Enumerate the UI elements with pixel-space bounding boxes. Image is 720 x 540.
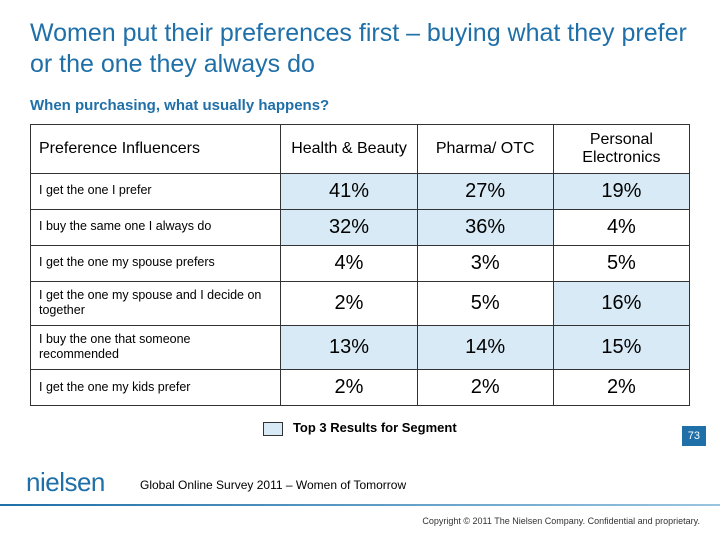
footer-divider (0, 504, 720, 506)
col-header-health-beauty: Health & Beauty (281, 124, 417, 173)
table-row: I get the one my spouse and I decide on … (31, 281, 690, 325)
page-title: Women put their preferences first – buyi… (30, 18, 690, 81)
cell: 41% (281, 173, 417, 209)
cell: 2% (281, 370, 417, 406)
col-header-electronics: Personal Electronics (553, 124, 689, 173)
col-header-pharma-otc: Pharma/ OTC (417, 124, 553, 173)
cell: 4% (281, 245, 417, 281)
row-label: I buy the same one I always do (31, 209, 281, 245)
survey-source: Global Online Survey 2011 – Women of Tom… (140, 478, 406, 492)
row-label: I buy the one that someone recommended (31, 325, 281, 369)
table-row: I buy the same one I always do 32% 36% 4… (31, 209, 690, 245)
cell: 16% (553, 281, 689, 325)
cell: 3% (417, 245, 553, 281)
cell: 4% (553, 209, 689, 245)
page-number-badge: 73 (682, 426, 706, 446)
table-row: I get the one my kids prefer 2% 2% 2% (31, 370, 690, 406)
cell: 5% (417, 281, 553, 325)
subtitle: When purchasing, what usually happens? (30, 97, 690, 114)
row-label: I get the one I prefer (31, 173, 281, 209)
cell: 14% (417, 325, 553, 369)
cell: 13% (281, 325, 417, 369)
legend: Top 3 Results for Segment (30, 420, 690, 436)
nielsen-logo: nielsen (26, 467, 105, 498)
cell: 19% (553, 173, 689, 209)
table-header-row: Preference Influencers Health & Beauty P… (31, 124, 690, 173)
cell: 15% (553, 325, 689, 369)
table-row: I buy the one that someone recommended 1… (31, 325, 690, 369)
row-label: I get the one my spouse and I decide on … (31, 281, 281, 325)
table-row: I get the one I prefer 41% 27% 19% (31, 173, 690, 209)
cell: 2% (281, 281, 417, 325)
cell: 2% (553, 370, 689, 406)
col-header-influencers: Preference Influencers (31, 124, 281, 173)
legend-swatch-icon (263, 422, 283, 436)
row-label: I get the one my kids prefer (31, 370, 281, 406)
table-row: I get the one my spouse prefers 4% 3% 5% (31, 245, 690, 281)
cell: 36% (417, 209, 553, 245)
row-label: I get the one my spouse prefers (31, 245, 281, 281)
cell: 27% (417, 173, 553, 209)
cell: 5% (553, 245, 689, 281)
legend-text: Top 3 Results for Segment (293, 420, 457, 435)
logo-text: nielsen (26, 467, 105, 497)
preference-table: Preference Influencers Health & Beauty P… (30, 124, 690, 407)
cell: 32% (281, 209, 417, 245)
cell: 2% (417, 370, 553, 406)
copyright-text: Copyright © 2011 The Nielsen Company. Co… (422, 516, 700, 526)
slide: Women put their preferences first – buyi… (0, 0, 720, 540)
